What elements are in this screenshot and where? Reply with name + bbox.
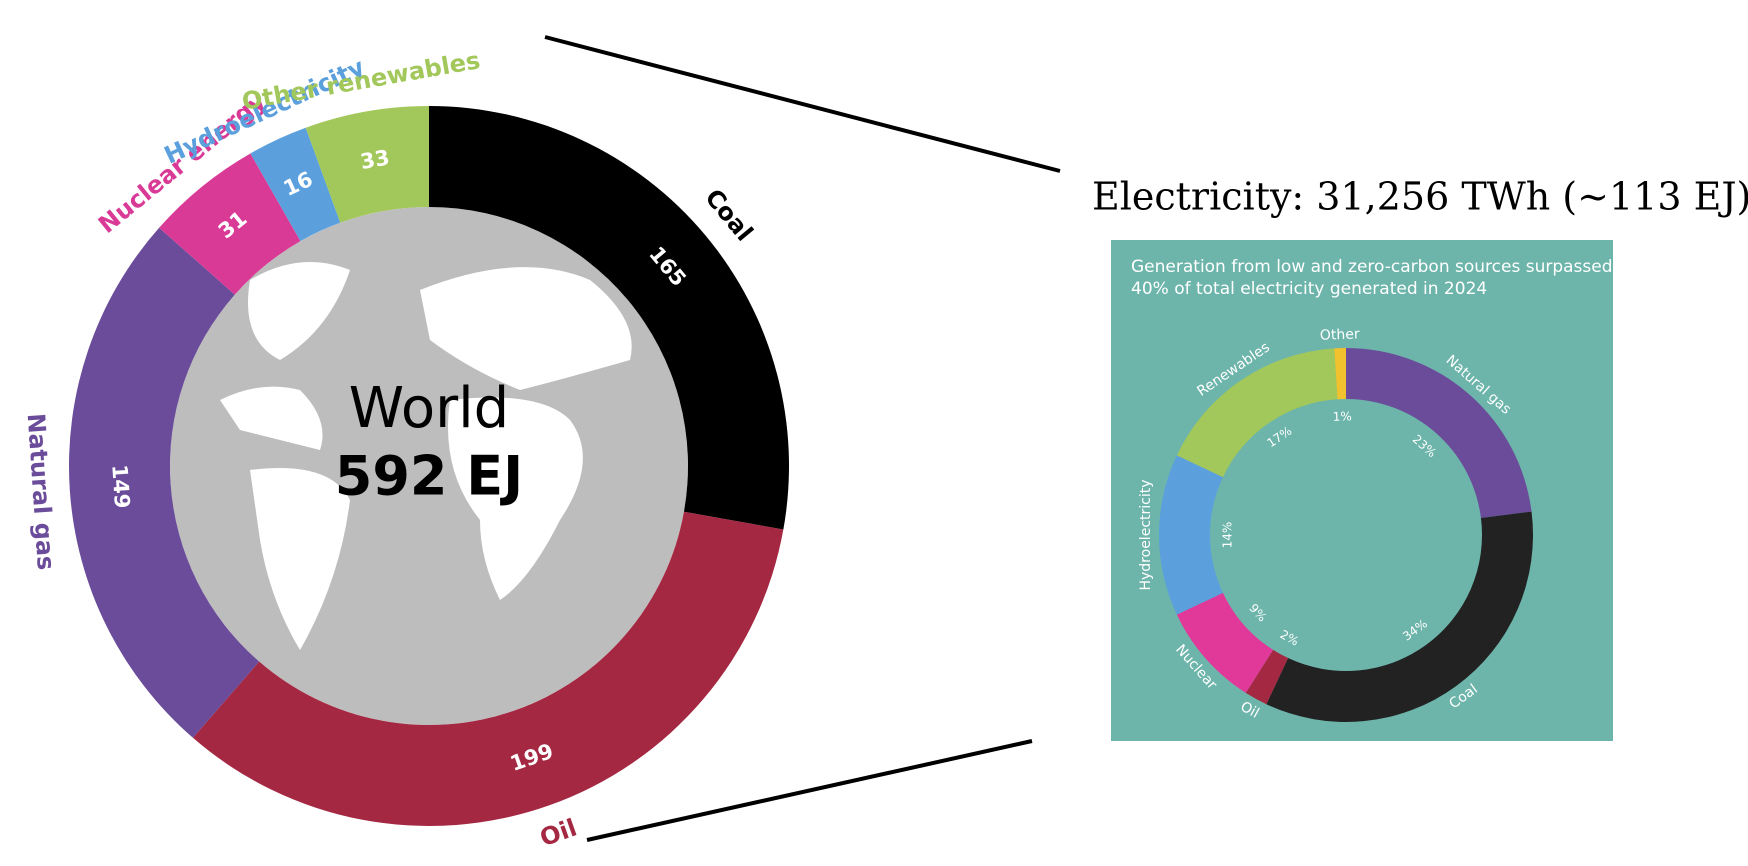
- value-label: 14%: [1221, 522, 1235, 549]
- category-label: Natural gas: [22, 412, 60, 571]
- center-label: World: [349, 376, 509, 441]
- donut-segment: [159, 153, 301, 295]
- donut-segment: [1334, 348, 1346, 400]
- donut-segment: [305, 106, 429, 223]
- world-map: [220, 262, 632, 650]
- donut-segment: [1176, 592, 1274, 693]
- total-label: 592 EJ: [335, 445, 524, 508]
- value-label: 33: [358, 145, 391, 174]
- category-label: Hydroelectricity: [1138, 479, 1154, 590]
- donut-segment: [1266, 511, 1533, 722]
- category-label: Other: [1320, 326, 1360, 343]
- donut-segment: [429, 106, 789, 530]
- donut-segment: [250, 127, 341, 242]
- subtitle: 40% of total electricity generated in 20…: [1131, 279, 1487, 299]
- category-label: Oil: [536, 814, 580, 853]
- donut-segment: [1346, 348, 1532, 518]
- category-label: Oil: [1238, 699, 1262, 722]
- category-label: Coal: [699, 184, 758, 247]
- value-label: 149: [107, 464, 134, 509]
- donut-segment: [1245, 649, 1289, 705]
- donut-segment: [1176, 348, 1338, 478]
- donut-segment: [68, 227, 260, 738]
- donut-segment: [1158, 455, 1223, 615]
- category-label: Other renewables: [240, 46, 482, 116]
- connector: [544, 35, 1061, 173]
- chart-title: Electricity: 31,256 TWh (~113 EJ): [1092, 175, 1748, 219]
- connector: [586, 739, 1033, 842]
- subtitle: Generation from low and zero-carbon sour…: [1131, 257, 1613, 277]
- donut-segment: [192, 511, 784, 826]
- value-label: 1%: [1333, 409, 1352, 424]
